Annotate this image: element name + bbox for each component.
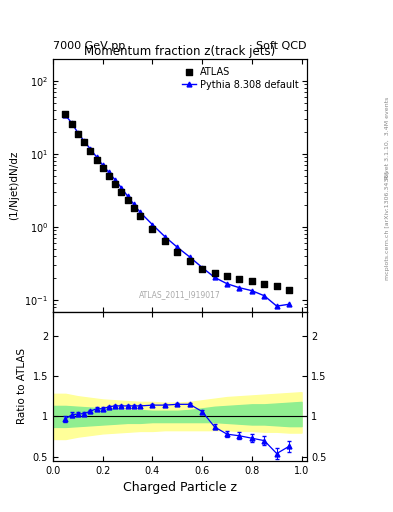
Pythia 8.308 default <box>237 285 242 291</box>
Pythia 8.308 default <box>113 177 118 183</box>
Pythia 8.308 default <box>82 138 86 144</box>
Title: Momentum fraction z(track jets): Momentum fraction z(track jets) <box>84 45 275 58</box>
Pythia 8.308 default <box>119 185 124 191</box>
Text: mcplots.cern.ch [arXiv:1306.3436]: mcplots.cern.ch [arXiv:1306.3436] <box>385 171 389 280</box>
Y-axis label: Ratio to ATLAS: Ratio to ATLAS <box>17 348 27 424</box>
ATLAS <box>87 147 94 155</box>
Pythia 8.308 default <box>212 274 217 281</box>
Pythia 8.308 default <box>75 130 80 136</box>
ATLAS <box>125 196 131 204</box>
Pythia 8.308 default <box>287 301 292 307</box>
ATLAS <box>62 110 69 118</box>
Pythia 8.308 default <box>107 169 111 176</box>
ATLAS <box>112 180 118 188</box>
ATLAS <box>106 172 112 180</box>
Text: Soft QCD: Soft QCD <box>256 41 307 51</box>
Pythia 8.308 default <box>274 303 279 309</box>
ATLAS <box>224 272 230 280</box>
Pythia 8.308 default <box>250 288 254 294</box>
Text: 7000 GeV pp: 7000 GeV pp <box>53 41 125 51</box>
ATLAS <box>162 237 168 245</box>
ATLAS <box>261 280 268 288</box>
ATLAS <box>236 275 242 283</box>
Text: ATLAS_2011_I919017: ATLAS_2011_I919017 <box>139 290 221 299</box>
Pythia 8.308 default <box>163 233 167 240</box>
ATLAS <box>131 204 137 212</box>
Pythia 8.308 default <box>262 293 267 299</box>
Text: Rivet 3.1.10,  3.4M events: Rivet 3.1.10, 3.4M events <box>385 97 389 179</box>
ATLAS <box>174 248 180 256</box>
ATLAS <box>274 282 280 290</box>
Pythia 8.308 default <box>63 112 68 118</box>
Pythia 8.308 default <box>100 162 105 168</box>
Pythia 8.308 default <box>175 244 180 250</box>
Pythia 8.308 default <box>138 209 142 215</box>
ATLAS <box>211 269 218 277</box>
ATLAS <box>81 138 87 146</box>
ATLAS <box>137 212 143 220</box>
X-axis label: Charged Particle z: Charged Particle z <box>123 481 237 494</box>
Pythia 8.308 default <box>132 201 136 207</box>
ATLAS <box>199 265 205 273</box>
ATLAS <box>75 130 81 138</box>
ATLAS <box>94 156 100 164</box>
ATLAS <box>118 187 125 196</box>
Line: Pythia 8.308 default: Pythia 8.308 default <box>63 113 292 309</box>
Pythia 8.308 default <box>200 264 204 270</box>
Pythia 8.308 default <box>225 281 230 287</box>
Legend: ATLAS, Pythia 8.308 default: ATLAS, Pythia 8.308 default <box>179 63 302 93</box>
ATLAS <box>286 285 292 293</box>
Pythia 8.308 default <box>88 146 93 152</box>
ATLAS <box>99 164 106 172</box>
ATLAS <box>68 120 75 128</box>
Pythia 8.308 default <box>69 120 74 126</box>
ATLAS <box>187 257 193 265</box>
Pythia 8.308 default <box>125 193 130 199</box>
Y-axis label: (1/Njet)dN/dz: (1/Njet)dN/dz <box>9 151 19 220</box>
ATLAS <box>149 225 156 233</box>
ATLAS <box>249 276 255 285</box>
Pythia 8.308 default <box>94 154 99 160</box>
Pythia 8.308 default <box>187 254 192 260</box>
Pythia 8.308 default <box>150 222 155 228</box>
